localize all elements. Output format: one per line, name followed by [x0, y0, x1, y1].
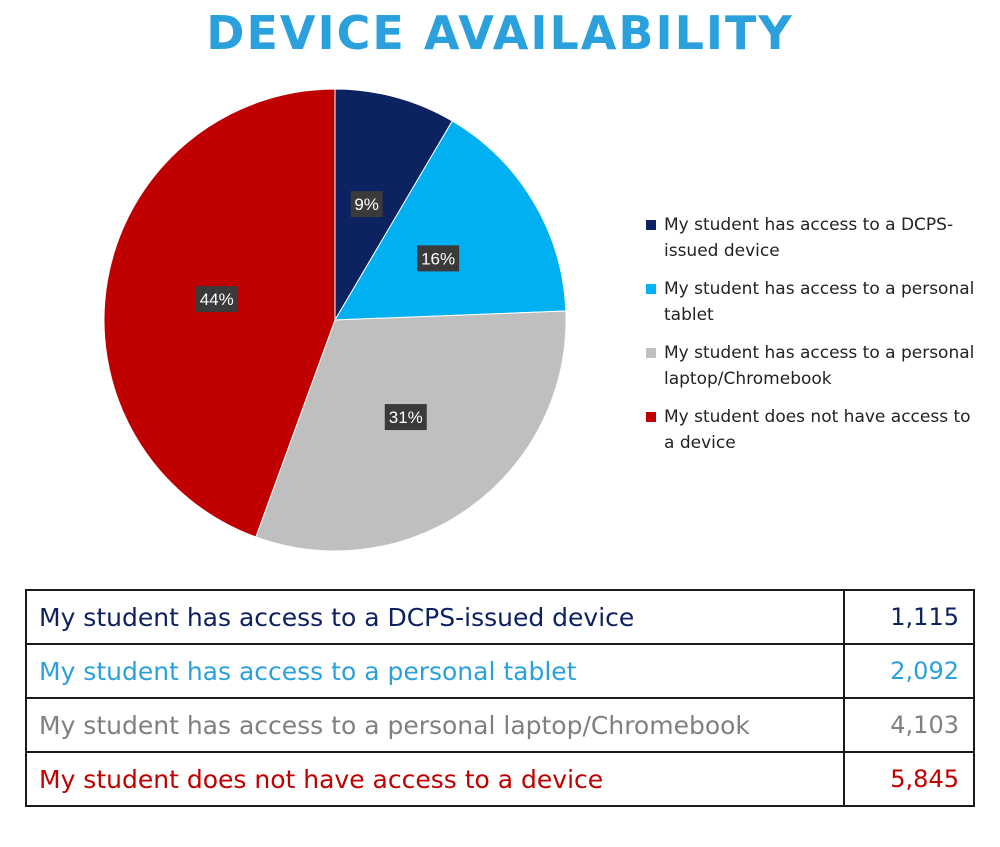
legend: My student has access to a DCPS-issued d…: [646, 212, 986, 468]
slice-label-box: [384, 404, 427, 431]
row-label: My student has access to a personal tabl…: [25, 643, 845, 699]
slice-label: 31%: [384, 404, 427, 431]
legend-item: My student has access to a DCPS-issued d…: [646, 212, 986, 264]
table-row: My student has access to a personal lapt…: [25, 697, 975, 753]
pie-slice: [334, 120, 567, 321]
data-table: My student has access to a DCPS-issued d…: [25, 589, 975, 807]
slice-label: 16%: [417, 245, 460, 272]
slice-percent-label: 31%: [389, 408, 423, 427]
legend-swatch: [646, 220, 656, 230]
legend-label: My student has access to a personal tabl…: [664, 279, 975, 325]
legend-label: My student does not have access to a dev…: [664, 407, 971, 453]
pie-labels: 9% 16% 31% 44%: [195, 191, 460, 431]
legend-item: My student does not have access to a dev…: [646, 404, 986, 456]
legend-item: My student has access to a personal tabl…: [646, 276, 986, 328]
pie-slice: [255, 310, 567, 552]
legend-item: My student has access to a personal lapt…: [646, 340, 986, 392]
row-count: 2,092: [843, 643, 975, 699]
row-count: 4,103: [843, 697, 975, 753]
legend-swatch: [646, 412, 656, 422]
table-row: My student does not have access to a dev…: [25, 751, 975, 807]
slice-label-box: [195, 286, 238, 313]
legend-label: My student has access to a personal lapt…: [664, 343, 975, 389]
row-label: My student has access to a DCPS-issued d…: [25, 589, 845, 645]
pie-slice: [334, 88, 453, 322]
slice-label: 9%: [350, 191, 383, 218]
legend-swatch: [646, 284, 656, 294]
slice-label-box: [350, 191, 383, 218]
row-label: My student has access to a personal lapt…: [25, 697, 845, 753]
legend-swatch: [646, 348, 656, 358]
pie-chart: 9% 16% 31% 44%: [103, 88, 567, 552]
slice-label-box: [417, 245, 460, 272]
table-row: My student has access to a DCPS-issued d…: [25, 589, 975, 645]
chart-title: DEVICE AVAILABILITY: [206, 6, 794, 60]
slice-percent-label: 44%: [200, 290, 234, 309]
table-row: My student has access to a personal tabl…: [25, 643, 975, 699]
slice-percent-label: 9%: [354, 195, 379, 214]
slice-percent-label: 16%: [421, 249, 455, 268]
pie-slice: [103, 88, 336, 538]
row-count: 1,115: [843, 589, 975, 645]
pie-slices: [103, 88, 567, 552]
legend-label: My student has access to a DCPS-issued d…: [664, 215, 954, 261]
slice-label: 44%: [195, 286, 238, 313]
row-count: 5,845: [843, 751, 975, 807]
row-label: My student does not have access to a dev…: [25, 751, 845, 807]
